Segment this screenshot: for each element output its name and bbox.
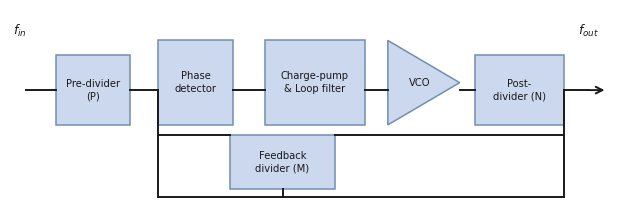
Text: $f_{in}$: $f_{in}$ [13,22,27,38]
FancyBboxPatch shape [474,55,565,125]
FancyBboxPatch shape [265,40,365,125]
Text: VCO: VCO [409,78,431,88]
Text: $f_{out}$: $f_{out}$ [578,22,599,38]
FancyBboxPatch shape [159,40,233,125]
Text: Phase
detector: Phase detector [175,71,217,94]
Polygon shape [388,40,460,125]
FancyBboxPatch shape [56,55,130,125]
Text: Post-
divider (N): Post- divider (N) [493,79,546,102]
Text: Charge-pump
& Loop filter: Charge-pump & Loop filter [281,71,349,94]
FancyBboxPatch shape [230,135,335,189]
Text: Feedback
divider (M): Feedback divider (M) [255,151,310,173]
Text: Pre-divider
(P): Pre-divider (P) [66,79,120,102]
